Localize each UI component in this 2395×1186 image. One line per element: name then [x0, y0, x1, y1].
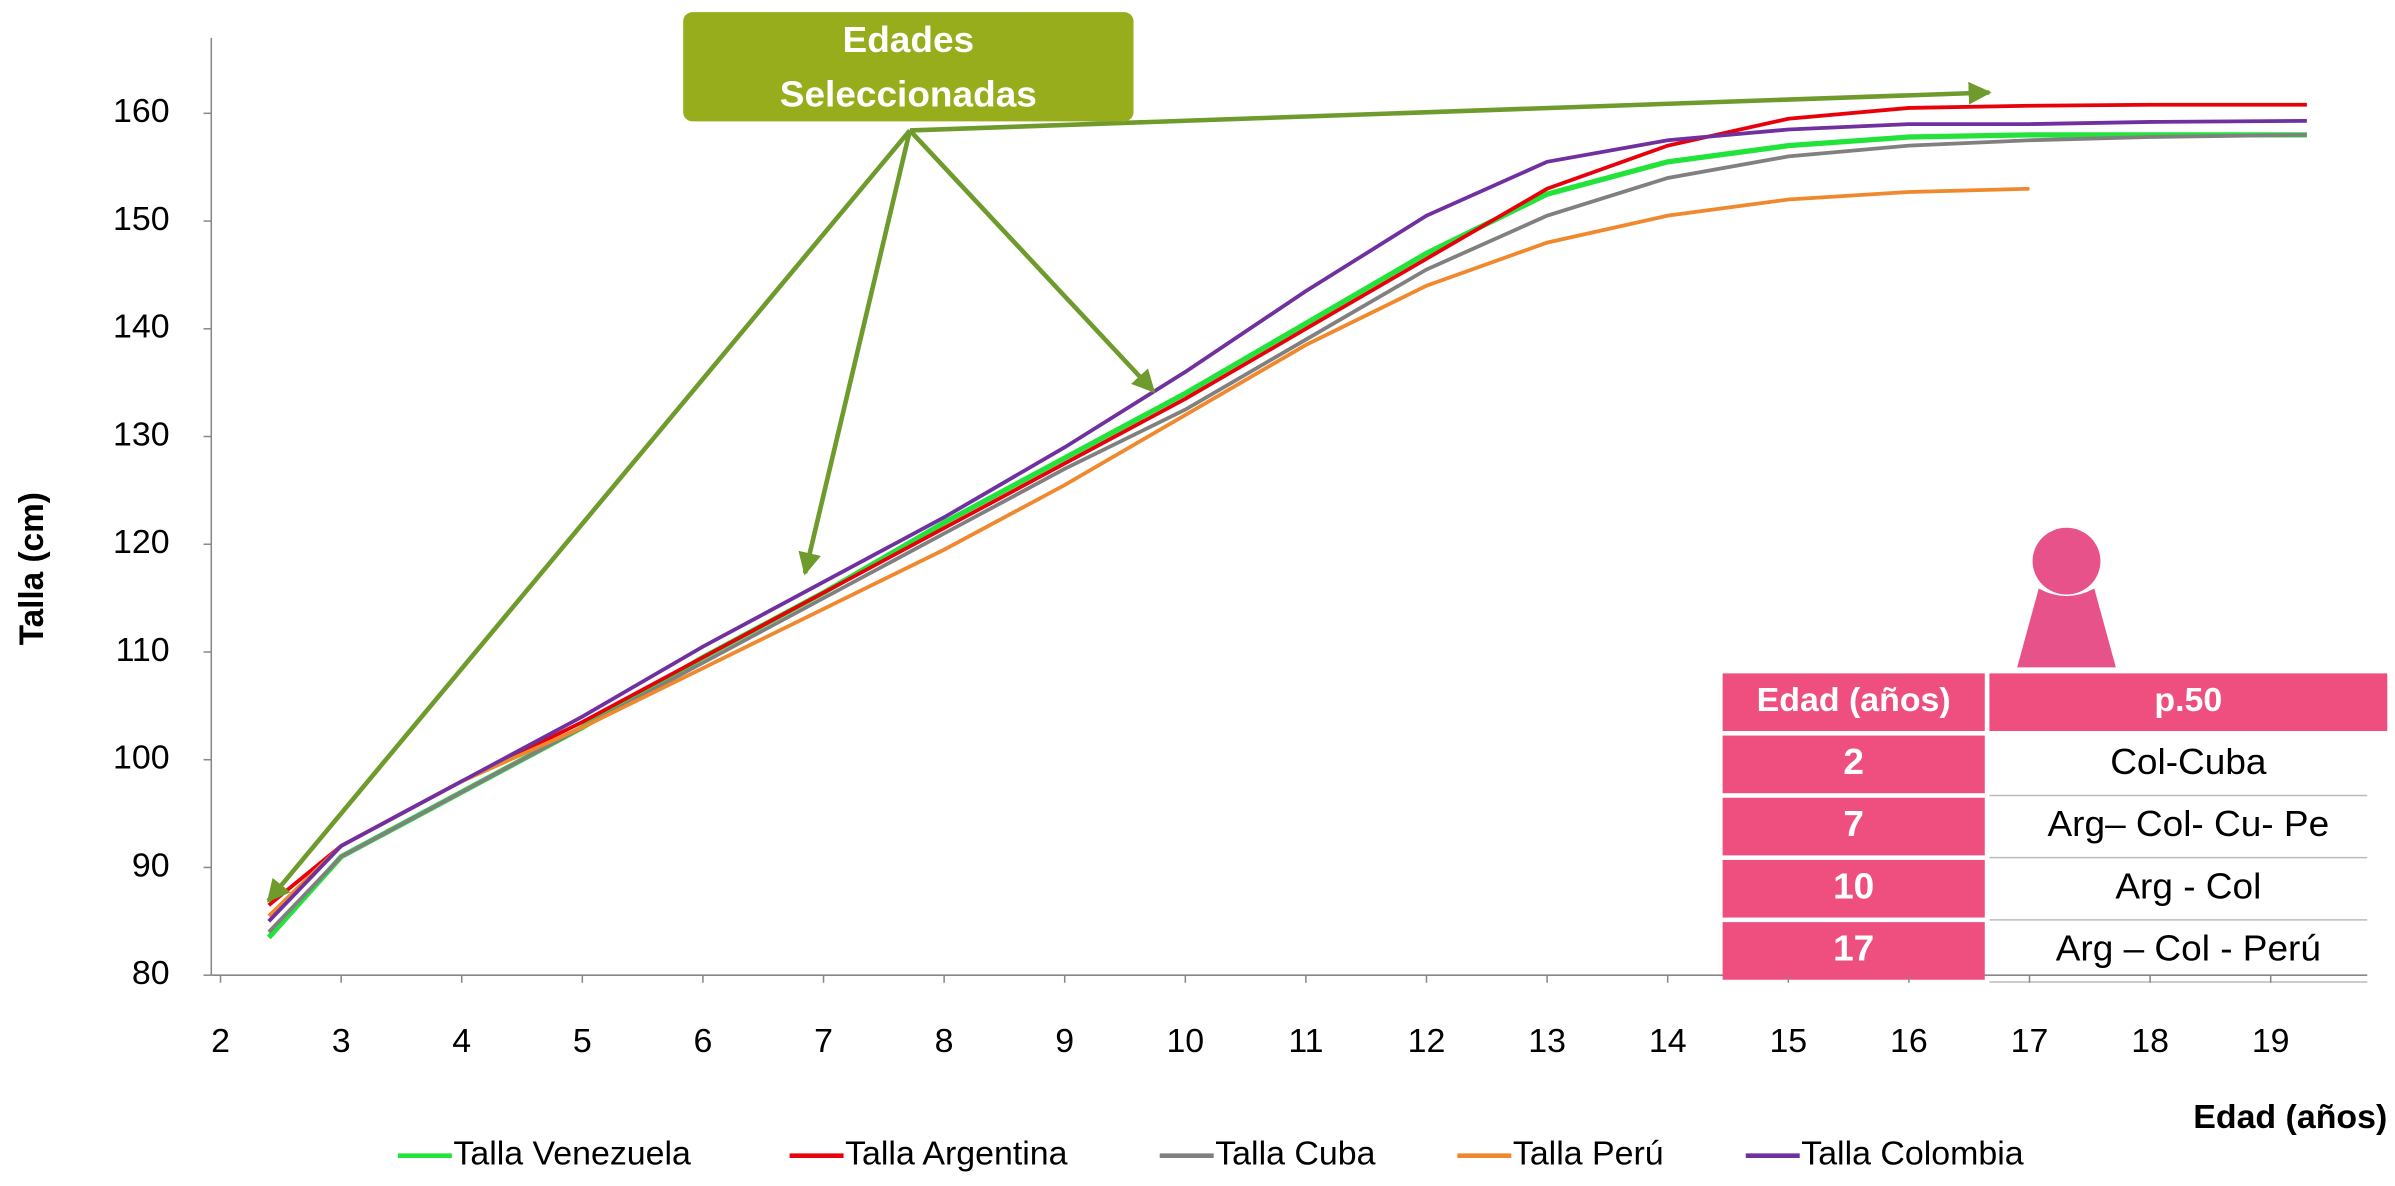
table-cell-text: 7 — [1843, 803, 1864, 844]
annotation-text: Seleccionadas — [780, 74, 1037, 115]
table-header-cell — [1989, 673, 2388, 732]
x-tick-label: 13 — [1528, 1023, 1566, 1060]
data-line — [267, 132, 2307, 934]
legend-label: Talla Venezuela — [453, 1136, 691, 1173]
table-cell-text: Arg - Col — [2115, 866, 2261, 907]
data-line — [267, 118, 2307, 923]
x-tick-label: 16 — [1890, 1023, 1928, 1060]
table-cell-text: 2 — [1843, 741, 1864, 782]
x-axis-title: Edad (años) — [2193, 1099, 2387, 1136]
y-tick-label: 90 — [132, 848, 170, 885]
x-tick-label: 12 — [1408, 1023, 1446, 1060]
annotation-text: Edades — [843, 19, 975, 60]
legend-label: Talla Cuba — [1215, 1136, 1376, 1173]
x-tick-label: 9 — [1055, 1023, 1074, 1060]
y-tick-label: 110 — [116, 632, 170, 669]
table-cell-text: 10 — [1833, 866, 1874, 907]
annotation-box — [683, 12, 1134, 122]
y-axis-title: Talla (cm) — [14, 492, 51, 645]
table-cell — [1722, 859, 1985, 918]
x-tick-label: 7 — [814, 1023, 833, 1060]
x-tick-label: 2 — [211, 1023, 230, 1060]
x-tick-label: 11 — [1288, 1023, 1323, 1060]
table-cell-text: Arg– Col- Cu- Pe — [2048, 803, 2330, 844]
y-tick-label: 80 — [132, 955, 170, 992]
legend-label: Talla Colombia — [1801, 1136, 2024, 1173]
table-cell — [1722, 797, 1985, 856]
x-tick-label: 14 — [1649, 1023, 1687, 1060]
y-tick-label: 120 — [113, 524, 170, 561]
x-tick-label: 4 — [452, 1023, 471, 1060]
y-tick-label: 130 — [113, 417, 170, 454]
table-header-cell — [1722, 673, 1985, 732]
table-header: p.50 — [2154, 682, 2222, 719]
legend-label: Talla Argentina — [845, 1136, 1068, 1173]
table-cell — [1722, 735, 1985, 794]
table-cell-text: Col-Cuba — [2110, 741, 2267, 782]
legend-label: Talla Perú — [1513, 1136, 1664, 1173]
table-cell — [1722, 922, 1985, 980]
y-tick-label: 140 — [113, 309, 170, 346]
table-cell-text: Arg – Col - Perú — [2056, 928, 2321, 969]
x-tick-label: 8 — [935, 1023, 954, 1060]
annotation-arrows — [266, 81, 1992, 903]
table-cell-text: 17 — [1833, 928, 1874, 969]
y-tick-label: 150 — [113, 201, 170, 238]
x-tick-label: 5 — [573, 1023, 592, 1060]
y-tick-label: 160 — [113, 93, 170, 130]
y-tick-label: 100 — [113, 740, 170, 777]
table-header: Edad (años) — [1757, 682, 1951, 719]
x-tick-label: 19 — [2252, 1023, 2290, 1060]
x-tick-label: 17 — [2011, 1023, 2049, 1060]
x-tick-label: 18 — [2131, 1023, 2169, 1060]
x-tick-label: 3 — [332, 1023, 351, 1060]
pawn-icon — [2017, 527, 2116, 668]
x-tick-label: 10 — [1166, 1023, 1204, 1060]
x-tick-label: 6 — [693, 1023, 712, 1060]
data-line — [267, 102, 2307, 907]
x-tick-label: 15 — [1769, 1023, 1807, 1060]
